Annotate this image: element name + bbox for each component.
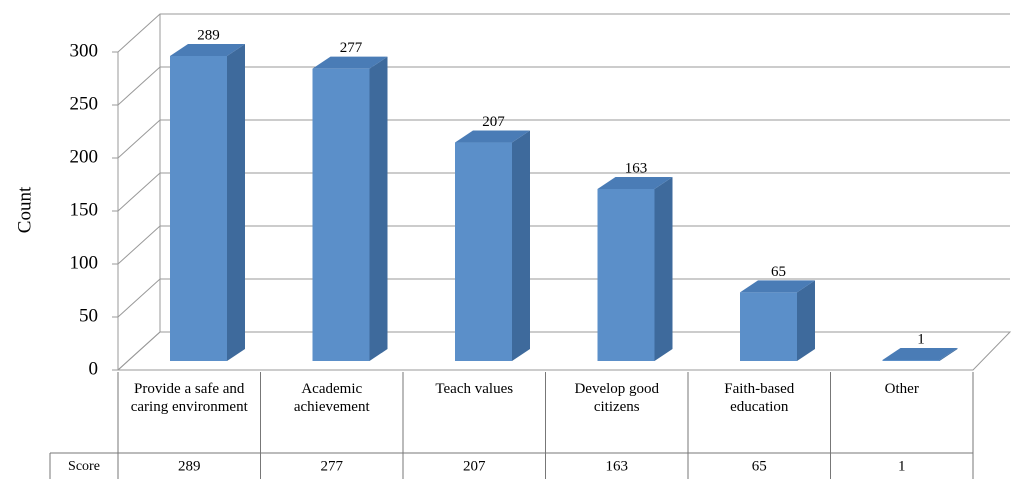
y-axis-label: Count — [14, 186, 35, 233]
bar-top — [597, 176, 673, 189]
bar-top — [882, 347, 958, 360]
category-label: Teach values — [435, 381, 514, 397]
grid-line — [117, 225, 1010, 265]
category-label: Faith-based education — [724, 381, 795, 415]
value-label: 1 — [917, 331, 925, 347]
table-row-label: Score — [68, 459, 100, 474]
table-value: 1 — [898, 458, 906, 474]
value-label: 207 — [482, 114, 505, 130]
value-label: 163 — [625, 160, 648, 176]
table-value: 163 — [606, 458, 629, 474]
bar — [882, 359, 940, 361]
y-tick-label: 300 — [70, 40, 99, 61]
category-label: Develop good citizens — [574, 381, 660, 415]
bar — [455, 142, 512, 361]
bar-top — [312, 56, 388, 69]
y-tick-label: 0 — [89, 358, 99, 379]
bar-side — [654, 176, 673, 361]
bar — [312, 68, 370, 361]
bar-side — [369, 56, 388, 361]
bar-top — [170, 44, 245, 56]
grid-line — [117, 119, 1010, 159]
y-tick-label: 50 — [79, 305, 98, 326]
value-label: 65 — [771, 264, 786, 280]
floor — [116, 331, 1012, 371]
category-label: Provide a safe and caring environment — [130, 381, 248, 415]
value-label: 289 — [197, 27, 220, 43]
bar-side — [512, 130, 530, 361]
table-value: 289 — [178, 458, 201, 474]
grid-line — [117, 66, 1010, 106]
y-tick-label: 250 — [70, 93, 99, 114]
y-tick-label: 200 — [70, 146, 99, 167]
bar — [597, 188, 655, 361]
table-value: 207 — [463, 458, 486, 474]
y-tick-label: 100 — [70, 252, 99, 273]
category-label: Other — [884, 381, 919, 397]
category-label: Academic achievement — [293, 381, 370, 415]
grid-line — [117, 331, 1010, 371]
grid-line — [117, 278, 1010, 318]
grid-line — [117, 172, 1010, 212]
bar-top — [740, 280, 815, 293]
bar — [170, 56, 227, 361]
bar-top — [455, 130, 530, 143]
bar-side — [939, 347, 958, 361]
bar-side — [797, 280, 815, 361]
bar-side — [227, 44, 245, 361]
table-value: 277 — [321, 458, 344, 474]
grid-line — [117, 13, 1010, 53]
y-tick-label: 150 — [70, 199, 99, 220]
value-label: 277 — [340, 40, 363, 56]
table-value: 65 — [752, 458, 767, 474]
bar — [740, 292, 797, 361]
